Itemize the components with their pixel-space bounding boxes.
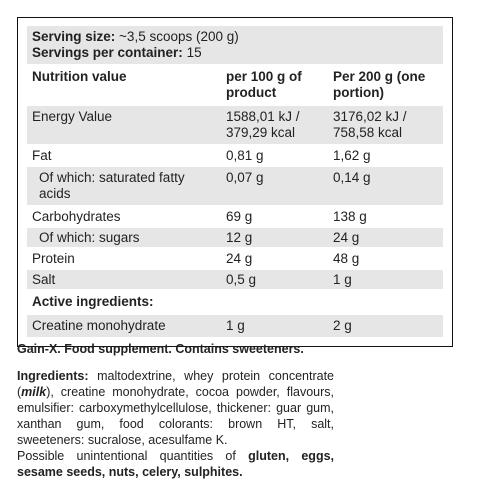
cell: 12 g [221, 228, 328, 249]
value: 15 [186, 45, 202, 60]
cell: 0,5 g [221, 270, 328, 291]
text: maltodextrine, whey protein concentrate … [17, 369, 334, 399]
cell: Salt [27, 270, 221, 291]
label: Serving size: [32, 29, 116, 44]
cell: Fat [27, 146, 221, 167]
cell: 2 g [328, 315, 443, 339]
cell: 0,07 g [221, 167, 328, 207]
allergens: gluten, eggs, sesame seeds, nuts, celery… [17, 449, 334, 479]
cell: 1588,01 kJ / 379,29 kcal [221, 106, 328, 146]
text: Possible unintentional quantities of [17, 449, 249, 463]
cell: 1 g [328, 270, 443, 291]
cell: 69 g [221, 207, 328, 228]
label: Ingredients: [17, 369, 89, 383]
cell: 0,14 g [328, 167, 443, 207]
cell: Protein [27, 249, 221, 270]
row: Fat 0,81 g 1,62 g [27, 146, 443, 167]
cell: 3176,02 kJ / 758,58 kcal [328, 106, 443, 146]
cell: 0,81 g [221, 146, 328, 167]
cell: Carbohydrates [27, 207, 221, 228]
header-cell: per 100 g of product [221, 66, 328, 106]
header-cell: Per 200 g (one portion) [328, 66, 443, 106]
cell: 24 g [221, 249, 328, 270]
cell: 1 g [221, 315, 328, 339]
cell: 138 g [328, 207, 443, 228]
cell: 24 g [328, 228, 443, 249]
nutrition-box: Serving size: ~3,5 scoops (200 g) Servin… [17, 17, 453, 347]
header-cell: Nutrition value [27, 66, 221, 106]
text: ), creatine monohydrate, cocoa powder, f… [17, 385, 334, 447]
cell: Of which: sugars [27, 228, 221, 249]
section-title: Active ingredients: [27, 291, 443, 315]
row: Of which: sugars 12 g 24 g [27, 228, 443, 249]
row: Of which: saturated fatty acids 0,07 g 0,1… [27, 167, 443, 207]
allergen: milk [21, 385, 47, 399]
statement: Gain-X. Food supplement. Contains sweete… [17, 342, 304, 356]
value: ~3,5 scoops (200 g) [119, 29, 239, 44]
label: Servings per container: [32, 45, 183, 60]
cell: Creatine monohydrate [27, 315, 221, 339]
row: Carbohydrates 69 g 138 g [27, 207, 443, 228]
serving-info: Serving size: ~3,5 scoops (200 g) Servin… [27, 26, 443, 66]
cell: 1,62 g [328, 146, 443, 167]
nutrition-table: Serving size: ~3,5 scoops (200 g) Servin… [27, 26, 443, 339]
cell: 48 g [328, 249, 443, 270]
serving-row: Serving size: ~3,5 scoops (200 g) Servin… [27, 26, 443, 66]
cell: Of which: saturated fatty acids [27, 167, 221, 207]
cell: Energy Value [27, 106, 221, 146]
row: Protein 24 g 48 g [27, 249, 443, 270]
section-row: Active ingredients: [27, 291, 443, 315]
row: Energy Value 1588,01 kJ / 379,29 kcal 3176… [27, 106, 443, 146]
header-row: Nutrition value per 100 g of product Per… [27, 66, 443, 106]
ingredients: Ingredients: maltodextrine, whey protein… [17, 368, 334, 480]
